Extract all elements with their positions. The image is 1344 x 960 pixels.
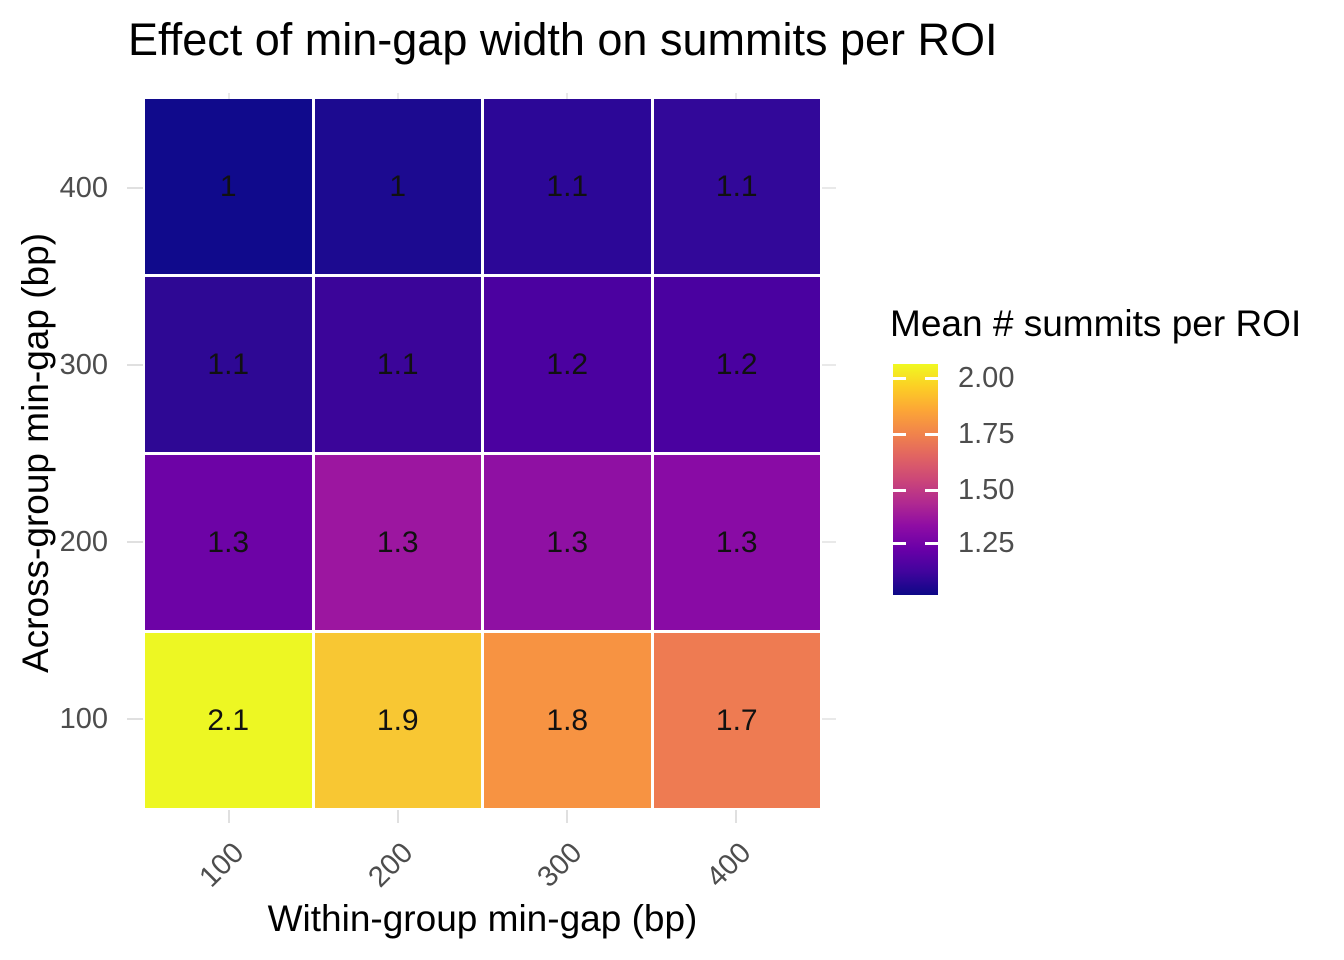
- chart-title: Effect of min-gap width on summits per R…: [128, 14, 998, 65]
- cell-value-label: 1.9: [376, 703, 419, 737]
- cell-value-label: 1.3: [546, 525, 589, 559]
- heatmap-cell: 1.8: [484, 633, 651, 808]
- heatmap-cell: 1.2: [484, 277, 651, 452]
- gridline-stub: [734, 93, 737, 99]
- legend-colorbar-gradient: [893, 364, 938, 595]
- legend-tick-label: 1.50: [958, 474, 1015, 506]
- heatmap-cell: 1.3: [145, 455, 312, 630]
- heatmap-cell: 1.1: [653, 99, 820, 274]
- heatmap-cell: 1.3: [314, 455, 481, 630]
- cell-value-label: 1.8: [546, 703, 589, 737]
- heatmap-tile-grid: 1 1 1.1 1.1 1.1 1.1 1.2 1.2 1.3 1.3 1.3 1.3 2.1 1.9 1.…: [145, 99, 820, 808]
- gridline-stub: [228, 93, 231, 99]
- legend-tick-dash: [893, 377, 906, 380]
- legend-tick-dash: [925, 433, 938, 436]
- y-axis-tick-label: 100: [59, 703, 108, 736]
- x-axis-tick-mark: [228, 810, 231, 823]
- gridline-stub: [822, 363, 836, 366]
- gridline-stub: [822, 186, 836, 189]
- heatmap-cell: 1.1: [484, 99, 651, 274]
- y-axis-tick-mark: [127, 541, 143, 544]
- heatmap-cell: 1.3: [484, 455, 651, 630]
- legend-tick-dash: [925, 377, 938, 380]
- x-axis-title: Within-group min-gap (bp): [267, 898, 698, 939]
- heatmap-cell: 1: [145, 99, 312, 274]
- gridline-stub: [397, 93, 400, 99]
- y-axis-title: Across-group min-gap (bp): [15, 232, 56, 674]
- heatmap-cell: 1.3: [653, 455, 820, 630]
- x-axis-tick-mark: [565, 810, 568, 823]
- x-axis-tick-mark: [734, 810, 737, 823]
- legend-tick-dash: [925, 542, 938, 545]
- cell-value-label: 1.1: [376, 347, 419, 381]
- cell-value-label: 1.3: [376, 525, 419, 559]
- cell-value-label: 1.1: [715, 169, 758, 203]
- legend-tick-label: 1.25: [958, 527, 1015, 559]
- heatmap-cell: 1.2: [653, 277, 820, 452]
- legend-title: Mean # summits per ROI: [890, 303, 1302, 344]
- legend-tick-dash: [893, 542, 906, 545]
- legend-tick-label: 1.75: [958, 418, 1015, 450]
- heatmap-cell: 1.7: [653, 633, 820, 808]
- cell-value-label: 1.3: [207, 525, 250, 559]
- cell-value-label: 1: [389, 169, 407, 203]
- heatmap-cell: 1.9: [314, 633, 481, 808]
- gridline-stub: [822, 718, 836, 721]
- legend-tick-dash: [925, 489, 938, 492]
- y-axis-tick-mark: [127, 186, 143, 189]
- heatmap-cell: 1: [314, 99, 481, 274]
- y-axis-tick-label: 300: [59, 348, 108, 381]
- cell-value-label: 1.7: [715, 703, 758, 737]
- heatmap-cell: 1.1: [145, 277, 312, 452]
- gridline-stub: [565, 93, 568, 99]
- y-axis-tick-mark: [127, 718, 143, 721]
- cell-value-label: 2.1: [207, 703, 250, 737]
- y-axis-tick-label: 400: [59, 171, 108, 204]
- cell-value-label: 1.3: [715, 525, 758, 559]
- cell-value-label: 1.1: [546, 169, 589, 203]
- legend-tick-dash: [893, 433, 906, 436]
- cell-value-label: 1.2: [546, 347, 589, 381]
- legend-tick-label: 2.00: [958, 362, 1015, 394]
- gridline-stub: [822, 541, 836, 544]
- cell-value-label: 1.2: [715, 347, 758, 381]
- y-axis-tick-label: 200: [59, 526, 108, 559]
- cell-value-label: 1: [219, 169, 237, 203]
- y-axis-tick-mark: [127, 363, 143, 366]
- x-axis-tick-mark: [397, 810, 400, 823]
- heatmap-cell: 2.1: [145, 633, 312, 808]
- heatmap-cell: 1.1: [314, 277, 481, 452]
- cell-value-label: 1.1: [207, 347, 250, 381]
- legend-tick-dash: [893, 489, 906, 492]
